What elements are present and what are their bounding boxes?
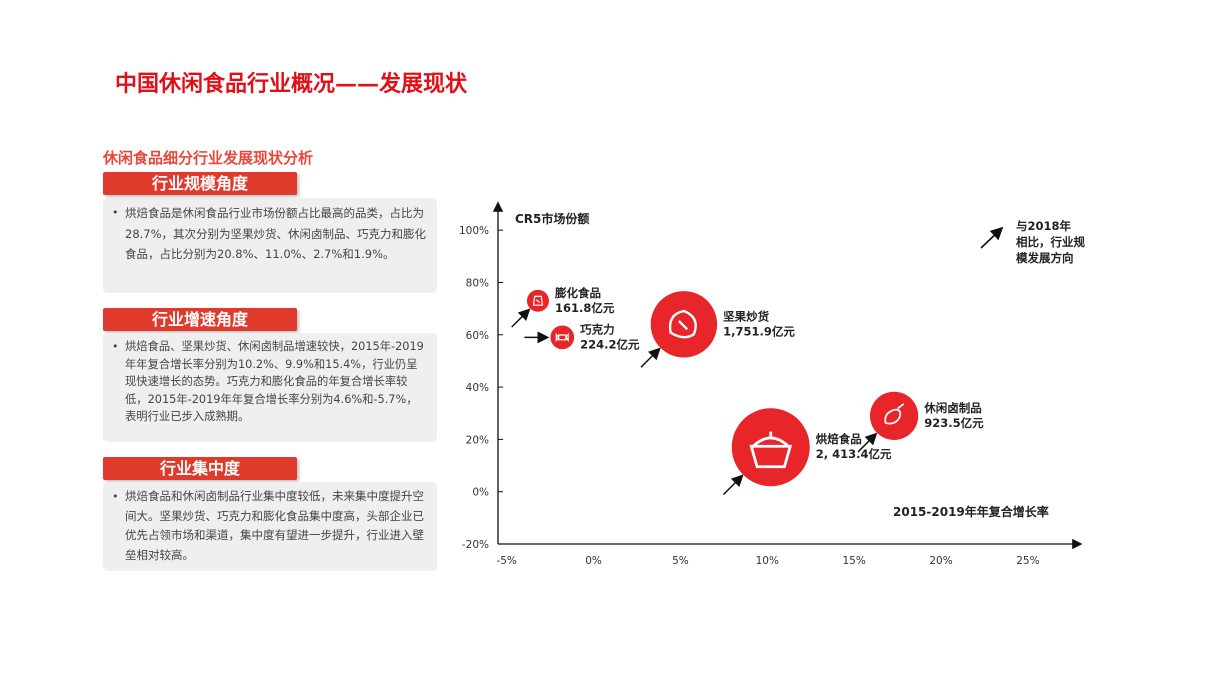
x-tick-label: 10% <box>756 555 779 567</box>
point-value-label: 224.2亿元 <box>580 337 640 351</box>
trend-arrow-icon <box>640 347 661 368</box>
nut-icon-shape <box>668 309 697 339</box>
cake-icon-shape <box>749 431 793 469</box>
panel-scale: • 烘焙食品是休闲食品行业市场份额占比最高的品类，占比为28.7%，其次分别为坚… <box>103 198 437 293</box>
x-tick-label: 20% <box>929 555 952 567</box>
chips-bag-icon <box>532 295 544 306</box>
point-name-label: 坚果炒货 <box>723 309 769 323</box>
y-axis-label: CR5市场份额 <box>515 211 589 226</box>
cake-icon <box>749 431 793 469</box>
legend-arrow-icon <box>980 226 1004 249</box>
y-tick-label: 80% <box>466 277 489 289</box>
bullet-icon: • <box>112 206 119 219</box>
x-tick-label: 15% <box>842 555 865 567</box>
text-growth: 烘焙食品、坚果炒货、休闲卤制品增速较快，2015年-2019年年复合增长率分别为… <box>125 340 424 423</box>
point-value-label: 161.8亿元 <box>555 301 615 315</box>
drumstick-icon-shape <box>884 403 905 425</box>
x-tick-label: -5% <box>496 555 516 567</box>
candy-icon-shape <box>555 332 569 343</box>
trend-arrow-icon <box>857 432 878 453</box>
bullet-icon: • <box>112 490 119 503</box>
heading-scale: 行业规模角度 <box>103 172 297 195</box>
y-tick-label: 20% <box>466 434 489 446</box>
y-tick-label: 40% <box>466 382 489 394</box>
chips-bag-icon-shape <box>532 295 544 306</box>
y-tick-label: 100% <box>459 225 489 237</box>
text-concentration: 烘焙食品和休闲卤制品行业集中度较低，未来集中度提升空间大。坚果炒货、巧克力和膨化… <box>125 489 424 562</box>
panel-concentration: • 烘焙食品和休闲卤制品行业集中度较低，未来集中度提升空间大。坚果炒货、巧克力和… <box>103 482 437 571</box>
drumstick-icon <box>884 403 905 425</box>
point-name-label: 休闲卤制品 <box>923 401 982 415</box>
y-tick-label: -20% <box>462 539 489 551</box>
candy-icon <box>555 332 569 343</box>
scatter-chart: -5% 0% 5% 10% 15% 20% 25% -20% 0% 20% 40% 60% 80% 100… <box>459 201 1089 567</box>
panel-growth: • 烘焙食品、坚果炒货、休闲卤制品增速较快，2015年-2019年年复合增长率分… <box>103 333 437 442</box>
point-name-label: 膨化食品 <box>554 286 601 300</box>
point-name-label: 巧克力 <box>580 322 615 336</box>
trend-arrow-icon <box>722 474 744 496</box>
point-value-label: 1,751.9亿元 <box>723 324 795 338</box>
text-scale: 烘焙食品是休闲食品行业市场份额占比最高的品类，占比为28.7%，其次分别为坚果炒… <box>125 206 427 261</box>
x-tick-label: 0% <box>585 555 602 567</box>
point-name-label: 烘焙食品 <box>816 432 862 446</box>
point-value-label: 2, 413.4亿元 <box>816 447 892 461</box>
x-tick-label: 5% <box>672 555 689 567</box>
bubble-drumstick <box>869 391 919 440</box>
heading-growth: 行业增速角度 <box>103 308 297 331</box>
legend-note: 与2018年 相比，行业规 模发展方向 <box>1016 219 1089 265</box>
heading-concentration: 行业集中度 <box>103 457 297 480</box>
bullet-icon: • <box>112 340 119 353</box>
point-value-label: 923.5亿元 <box>924 416 984 430</box>
trend-arrow-icon <box>511 308 531 328</box>
x-axis-label: 2015-2019年年复合增长率 <box>893 504 1049 519</box>
page-title: 中国休闲食品行业概况——发展现状 <box>115 71 468 97</box>
x-tick-label: 25% <box>1016 555 1039 567</box>
section-subtitle: 休闲食品细分行业发展现状分析 <box>103 149 314 167</box>
bubble-candy <box>550 325 575 350</box>
nut-icon <box>668 309 697 339</box>
y-tick-label: 0% <box>472 487 489 499</box>
y-tick-label: 60% <box>466 330 489 342</box>
